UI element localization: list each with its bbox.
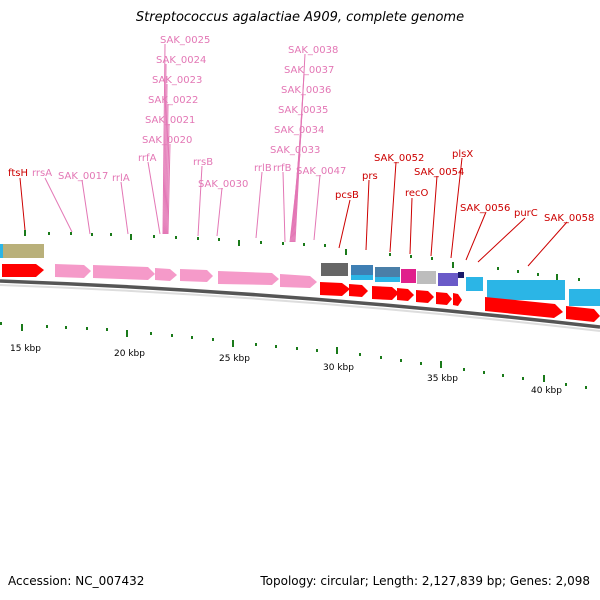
lower-scale-ticks [0, 322, 587, 389]
feature-label[interactable]: recO [405, 188, 429, 199]
feature-label[interactable]: SAK_0030 [198, 179, 248, 190]
rna-arrow [155, 268, 177, 281]
cds-arrow [397, 288, 414, 301]
cds-arrow [485, 297, 563, 318]
kbp-label: 30 kbp [323, 363, 354, 373]
rna-label-group: SAK_0025 SAK_0024 SAK_0023 SAK_0022 SAK_… [32, 35, 346, 190]
feature-label[interactable]: SAK_0020 [142, 135, 192, 146]
rna-leader-lines [44, 43, 321, 243]
feature-label[interactable]: SAK_0047 [296, 166, 346, 177]
rna-arrow-track [55, 264, 317, 288]
cds-arrow [349, 284, 368, 297]
cds-arrow [453, 293, 462, 306]
feature-label[interactable]: pcsB [335, 190, 359, 201]
feature-label[interactable]: rrfB [273, 163, 292, 174]
feature-label[interactable]: prs [362, 171, 378, 182]
cds-arrow [416, 290, 434, 303]
gene-block-plsX [438, 273, 458, 286]
topology-text: Topology: circular; Length: 2,127,839 bp… [260, 574, 590, 588]
feature-label[interactable]: SAK_0036 [281, 85, 331, 96]
feature-label[interactable]: rrsB [193, 157, 213, 168]
gene-block-SAK_0056 [466, 277, 483, 291]
feature-label[interactable]: SAK_0021 [145, 115, 195, 126]
cds-arrow [320, 282, 350, 296]
rna-arrow [218, 271, 279, 285]
genome-backbone [0, 279, 600, 332]
accession-text: Accession: NC_007432 [8, 574, 145, 588]
rna-arrow [280, 274, 317, 288]
cds-arrow-track [2, 264, 600, 322]
gene-block-ftsH-region [0, 244, 44, 258]
feature-label[interactable]: rrlB [254, 163, 272, 174]
gene-block-purC [487, 280, 565, 300]
upper-feature-track [0, 244, 600, 306]
cds-arrow [2, 264, 44, 277]
rna-arrow [55, 264, 91, 278]
cds-label-group: ftsH pcsB prs SAK_0052 recO SAK_0054 pls… [8, 149, 594, 224]
cds-arrow [436, 292, 452, 305]
rna-arrow [93, 265, 155, 280]
gene-block-SAK_0052 [375, 267, 400, 277]
gene-block-SAK_0054 [417, 271, 436, 284]
feature-label[interactable]: SAK_0054 [414, 167, 464, 178]
upper-scale-ticks [24, 230, 580, 281]
gene-block-SAK_0058 [569, 289, 600, 306]
feature-label[interactable]: SAK_0017 [58, 171, 108, 182]
gene-block-recO [401, 269, 416, 283]
feature-label[interactable]: purC [514, 208, 538, 219]
feature-label[interactable]: SAK_0052 [374, 153, 424, 164]
feature-label[interactable]: SAK_0058 [544, 213, 594, 224]
kbp-label: 20 kbp [114, 349, 145, 359]
feature-label[interactable]: rrfA [138, 153, 157, 164]
feature-label[interactable]: rrsA [32, 168, 52, 179]
gene-block-prs [351, 265, 373, 275]
kbp-label: 40 kbp [531, 386, 562, 396]
kbp-label: 15 kbp [10, 344, 41, 354]
cds-arrow [372, 286, 399, 300]
feature-label[interactable]: SAK_0022 [148, 95, 198, 106]
feature-label[interactable]: SAK_0023 [152, 75, 202, 86]
rna-arrow [180, 269, 213, 282]
kbp-label-group: 15 kbp 20 kbp 25 kbp 30 kbp 35 kbp 40 kb… [10, 344, 562, 396]
feature-label[interactable]: SAK_0037 [284, 65, 334, 76]
feature-label[interactable]: SAK_0035 [278, 105, 328, 116]
kbp-label: 25 kbp [219, 354, 250, 364]
cds-arrow [566, 306, 600, 322]
feature-label[interactable]: SAK_0056 [460, 203, 510, 214]
feature-label[interactable]: SAK_0024 [156, 55, 206, 66]
feature-label[interactable]: ftsH [8, 168, 28, 179]
feature-label[interactable]: plsX [452, 149, 473, 160]
gene-block-pcsB [321, 263, 348, 276]
feature-label[interactable]: SAK_0038 [288, 45, 338, 56]
kbp-label: 35 kbp [427, 374, 458, 384]
feature-label[interactable]: rrlA [112, 173, 130, 184]
feature-label[interactable]: SAK_0033 [270, 145, 320, 156]
feature-label[interactable]: SAK_0034 [274, 125, 324, 136]
map-title: Streptococcus agalactiae A909, complete … [135, 10, 465, 25]
cds-leader-lines [19, 157, 568, 267]
feature-label[interactable]: SAK_0025 [160, 35, 210, 46]
